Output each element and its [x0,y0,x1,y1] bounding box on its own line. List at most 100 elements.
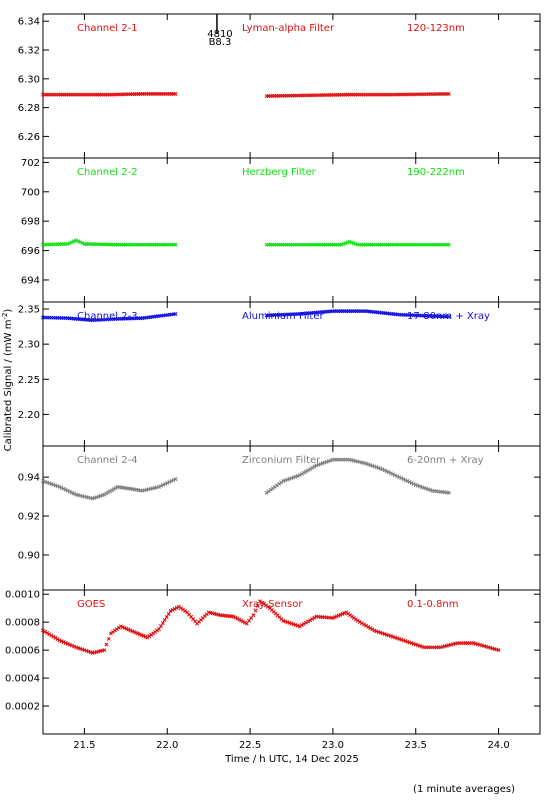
data-point [380,467,385,472]
data-point [174,605,179,610]
data-point [304,620,308,625]
data-point [170,607,175,612]
data-point [357,619,362,624]
panel-annotation: Herzberg Filter [242,167,317,178]
panel-annotation: Channel 2-3 [77,311,138,322]
panel-annotation: 190-222nm [407,167,465,178]
panel-annotation: Aluminium Filter [242,311,325,322]
y-tick-label: 6.30 [18,74,40,85]
data-series [41,309,451,323]
data-point [165,480,170,485]
panel-annotation: Channel 2-2 [77,167,138,178]
data-point [106,636,111,641]
data-point [397,475,402,480]
data-point [446,242,451,247]
y-tick-label: 2.30 [18,340,40,351]
data-point [168,608,173,613]
data-point [395,474,400,479]
data-point [80,241,85,246]
data-point [393,473,398,478]
panel-annotation: Zirconium Filter [242,455,321,466]
data-point [496,648,501,653]
data-point [173,242,178,247]
data-point [364,623,369,628]
data-point [399,476,404,481]
data-point [57,484,62,489]
y-tick-label: 0.0010 [5,590,40,601]
x-axis-ticks: 21.5 22.0 22.5 23.0 23.5 24.0 [73,740,509,751]
panel-frame [42,157,541,303]
data-point [107,489,112,494]
panel-frame [42,13,541,159]
y-axis-label: Calibrated Signal / (mW m-2) [1,309,14,452]
data-point [76,239,81,244]
data-point [61,640,66,645]
data-point [67,241,72,246]
data-point [173,311,178,316]
data-point [390,472,395,477]
x-tick-label: 22.5 [239,740,261,751]
data-point [304,469,308,474]
data-point [388,471,393,476]
panel-annotation: Channel 2-4 [77,455,138,466]
data-point [384,469,389,474]
data-point [106,490,111,495]
data-point [173,477,178,482]
data-point [65,641,70,646]
panel-annotation: 120-123nm [407,23,465,34]
panel-frame [42,589,541,735]
data-point [310,617,315,621]
panel-5: 0.0002 0.0004 0.0006 0.0008 0.0010 GOES Xray S… [5,589,541,735]
y-tick-label: 2.25 [18,375,40,386]
data-point [306,468,311,473]
data-point [301,621,306,626]
x-tick-label: 22.0 [156,740,178,751]
x-tick-label: 24.0 [487,740,509,751]
data-point [70,643,74,648]
data-point [160,621,165,626]
y-tick-label: 0.0006 [5,646,40,657]
y-tick-label: 0.94 [18,473,40,484]
y-tick-label: 700 [21,187,40,198]
y-tick-label: 0.0008 [5,618,40,629]
data-point [171,478,176,483]
data-point [72,644,77,649]
averaging-note: (1 minute averages) [413,784,515,795]
x-axis-label: Time / h UTC, 14 Dec 2025 [224,754,359,765]
data-point [386,470,391,475]
data-point [370,627,375,632]
y-tick-label: 694 [21,275,40,286]
data-point [59,485,64,490]
y-tick-label: 0.0004 [5,674,40,685]
x-tick-label: 23.5 [405,740,427,751]
y-tick-label: 6.28 [18,103,40,114]
data-point [312,615,317,620]
data-point [297,473,302,478]
y-tick-label: 0.92 [18,512,40,523]
panel-3: 2.20 2.25 2.30 2.35 Channel 2-3 Aluminium Fil… [18,301,541,447]
data-point [297,624,302,629]
data-point [172,606,177,611]
data-point [308,467,313,472]
data-point [59,639,64,644]
data-point [61,486,66,491]
data-point [156,484,161,489]
y-tick-label: 0.0002 [5,702,40,713]
data-point [368,626,373,631]
x-tick-label: 21.5 [73,740,95,751]
data-series [41,238,451,247]
y-tick-label: 6.26 [18,132,40,143]
y-tick-label: 0.90 [18,550,40,561]
data-point [409,480,414,485]
data-point [169,479,174,484]
data-point [411,481,416,486]
marker-label-2: B8.3 [209,37,232,48]
marker-label-1: 4810 [207,29,232,40]
data-point [113,485,118,490]
data-point [162,618,167,623]
panel-annotation: Lyman-alpha Filter [242,23,335,34]
data-point [45,631,50,635]
data-point [67,489,72,494]
